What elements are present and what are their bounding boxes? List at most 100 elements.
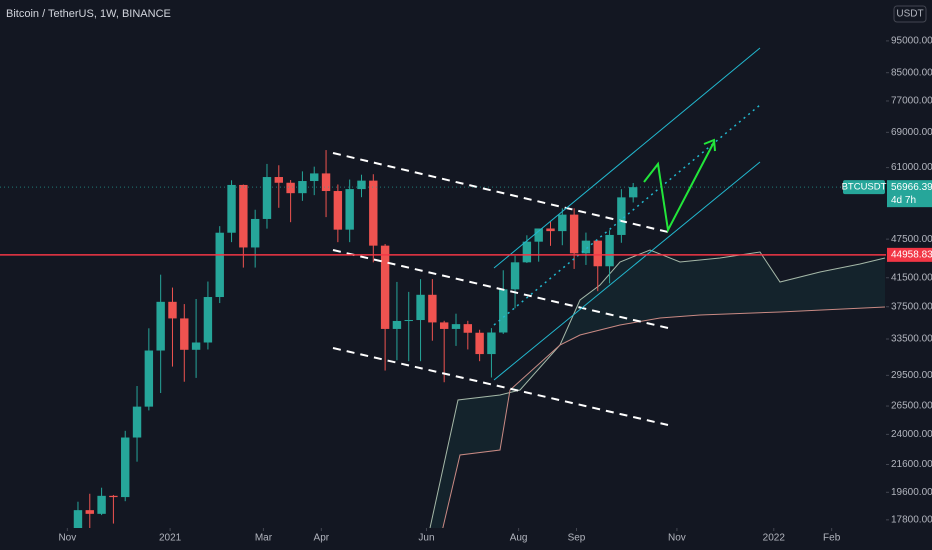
channel-line bbox=[332, 152, 669, 233]
projection-arrow bbox=[643, 141, 715, 234]
candle-body bbox=[416, 294, 425, 321]
countdown: 4d 7h bbox=[891, 195, 916, 206]
symbol-box bbox=[843, 180, 885, 195]
y-tick-label: 77000.00 bbox=[891, 96, 932, 107]
arrow-head bbox=[703, 138, 716, 152]
candle-body bbox=[85, 510, 94, 514]
x-tick-label: Aug bbox=[510, 533, 528, 544]
candle-body bbox=[558, 214, 567, 232]
drawings bbox=[332, 47, 761, 426]
candle-body bbox=[628, 187, 638, 198]
candle-body bbox=[144, 350, 154, 407]
x-tick-label: Apr bbox=[314, 533, 330, 544]
currency-box[interactable] bbox=[893, 5, 927, 23]
axes: 95000.00 85000.00 77000.00 69000.00 61000.00… bbox=[58, 36, 932, 544]
candle-body bbox=[168, 301, 177, 319]
candle-body bbox=[605, 234, 614, 267]
candle-body bbox=[499, 289, 508, 333]
candle-body bbox=[239, 184, 248, 248]
price-label: 44958.83 bbox=[891, 249, 932, 260]
candle-body bbox=[569, 214, 579, 254]
candle-body bbox=[357, 180, 366, 190]
candle-body bbox=[262, 177, 272, 219]
candle-body bbox=[97, 495, 106, 514]
y-tick-label: 85000.00 bbox=[891, 67, 932, 78]
candle-body bbox=[156, 301, 165, 351]
candle-body bbox=[546, 228, 555, 232]
candle-body bbox=[203, 297, 213, 343]
candle-body bbox=[463, 324, 473, 333]
candle-body bbox=[73, 510, 83, 528]
candle-body bbox=[380, 245, 390, 329]
candle-body bbox=[428, 294, 437, 323]
x-tick-label: 2022 bbox=[763, 533, 786, 544]
x-tick-label: Sep bbox=[568, 533, 586, 544]
x-tick-label: Feb bbox=[823, 533, 841, 544]
trend-line bbox=[493, 161, 761, 381]
candles bbox=[73, 150, 638, 528]
candle-body bbox=[321, 173, 331, 192]
price-box bbox=[887, 180, 932, 208]
candle-body bbox=[581, 240, 591, 254]
candle-body bbox=[274, 177, 283, 183]
y-tick-label: 69000.00 bbox=[891, 127, 932, 138]
y-tick-label: 61000.00 bbox=[891, 162, 932, 173]
candle-body bbox=[534, 228, 543, 242]
candle-body bbox=[298, 181, 307, 194]
y-tick-label: 17800.00 bbox=[891, 514, 932, 525]
candle-body bbox=[487, 332, 496, 355]
candle-body bbox=[191, 342, 201, 350]
x-tick-label: Mar bbox=[255, 533, 273, 544]
candle-body bbox=[617, 197, 626, 235]
candle-body bbox=[593, 240, 602, 267]
price-lines bbox=[0, 186, 886, 256]
y-tick-label: 37500.00 bbox=[891, 301, 932, 312]
y-tick-label: 24000.00 bbox=[891, 429, 932, 440]
y-tick-label: 41500.00 bbox=[891, 272, 932, 283]
candle-body bbox=[227, 184, 236, 233]
symbol-label: BTCUSDT bbox=[842, 182, 887, 193]
candle-body bbox=[439, 322, 449, 329]
cloud-span-b bbox=[442, 306, 886, 528]
price-axis bbox=[888, 0, 932, 528]
x-tick-label: Jun bbox=[418, 533, 434, 544]
candle-body bbox=[345, 189, 354, 230]
candle-body bbox=[286, 182, 295, 194]
y-tick-label: 21600.00 bbox=[891, 459, 932, 470]
candle-body bbox=[310, 173, 319, 182]
trend-line bbox=[493, 47, 761, 269]
x-tick-label: 2021 bbox=[159, 533, 182, 544]
candle-body bbox=[451, 324, 461, 329]
y-tick-label: 47500.00 bbox=[891, 234, 932, 245]
candle-body bbox=[109, 495, 118, 498]
cloud-fill bbox=[430, 250, 885, 528]
x-tick-label: Nov bbox=[58, 533, 76, 544]
candle-body bbox=[132, 406, 142, 438]
candle-body bbox=[333, 191, 343, 230]
candle-body bbox=[369, 180, 378, 246]
channel-line bbox=[332, 249, 669, 329]
channel-line bbox=[332, 347, 669, 426]
price-box bbox=[887, 247, 932, 262]
y-tick-label: 26500.00 bbox=[891, 401, 932, 412]
currency[interactable]: USDT bbox=[896, 9, 923, 20]
ichimoku-cloud bbox=[429, 249, 886, 528]
candle-body bbox=[404, 320, 413, 322]
candle-body bbox=[180, 318, 189, 350]
candle-body bbox=[510, 262, 520, 290]
candle-body bbox=[215, 232, 224, 298]
x-tick-label: Nov bbox=[668, 533, 686, 544]
candle-body bbox=[475, 332, 484, 355]
price-label: 56966.39 bbox=[891, 182, 932, 193]
candle-body bbox=[121, 437, 130, 498]
candle-body bbox=[392, 320, 402, 329]
candle-body bbox=[250, 218, 260, 248]
y-tick-label: 95000.00 bbox=[891, 36, 932, 47]
chart-title: Bitcoin / TetherUS, 1W, BINANCE bbox=[6, 8, 171, 20]
y-tick-label: 33500.00 bbox=[891, 334, 932, 345]
y-tick-label: 29500.00 bbox=[891, 370, 932, 381]
y-tick-label: 19600.00 bbox=[891, 487, 932, 498]
candle-body bbox=[522, 241, 532, 263]
